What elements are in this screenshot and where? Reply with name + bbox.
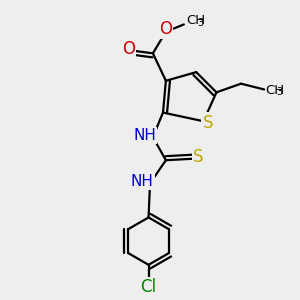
- Text: 3: 3: [197, 18, 203, 28]
- Text: NH: NH: [134, 128, 156, 143]
- Text: CH: CH: [186, 14, 205, 28]
- Text: S: S: [202, 114, 213, 132]
- Text: S: S: [193, 148, 203, 166]
- Text: 3: 3: [277, 87, 283, 97]
- Text: Cl: Cl: [140, 278, 157, 296]
- Text: CH: CH: [266, 84, 285, 97]
- Text: O: O: [159, 20, 172, 38]
- Text: O: O: [122, 40, 135, 58]
- Text: NH: NH: [130, 173, 153, 188]
